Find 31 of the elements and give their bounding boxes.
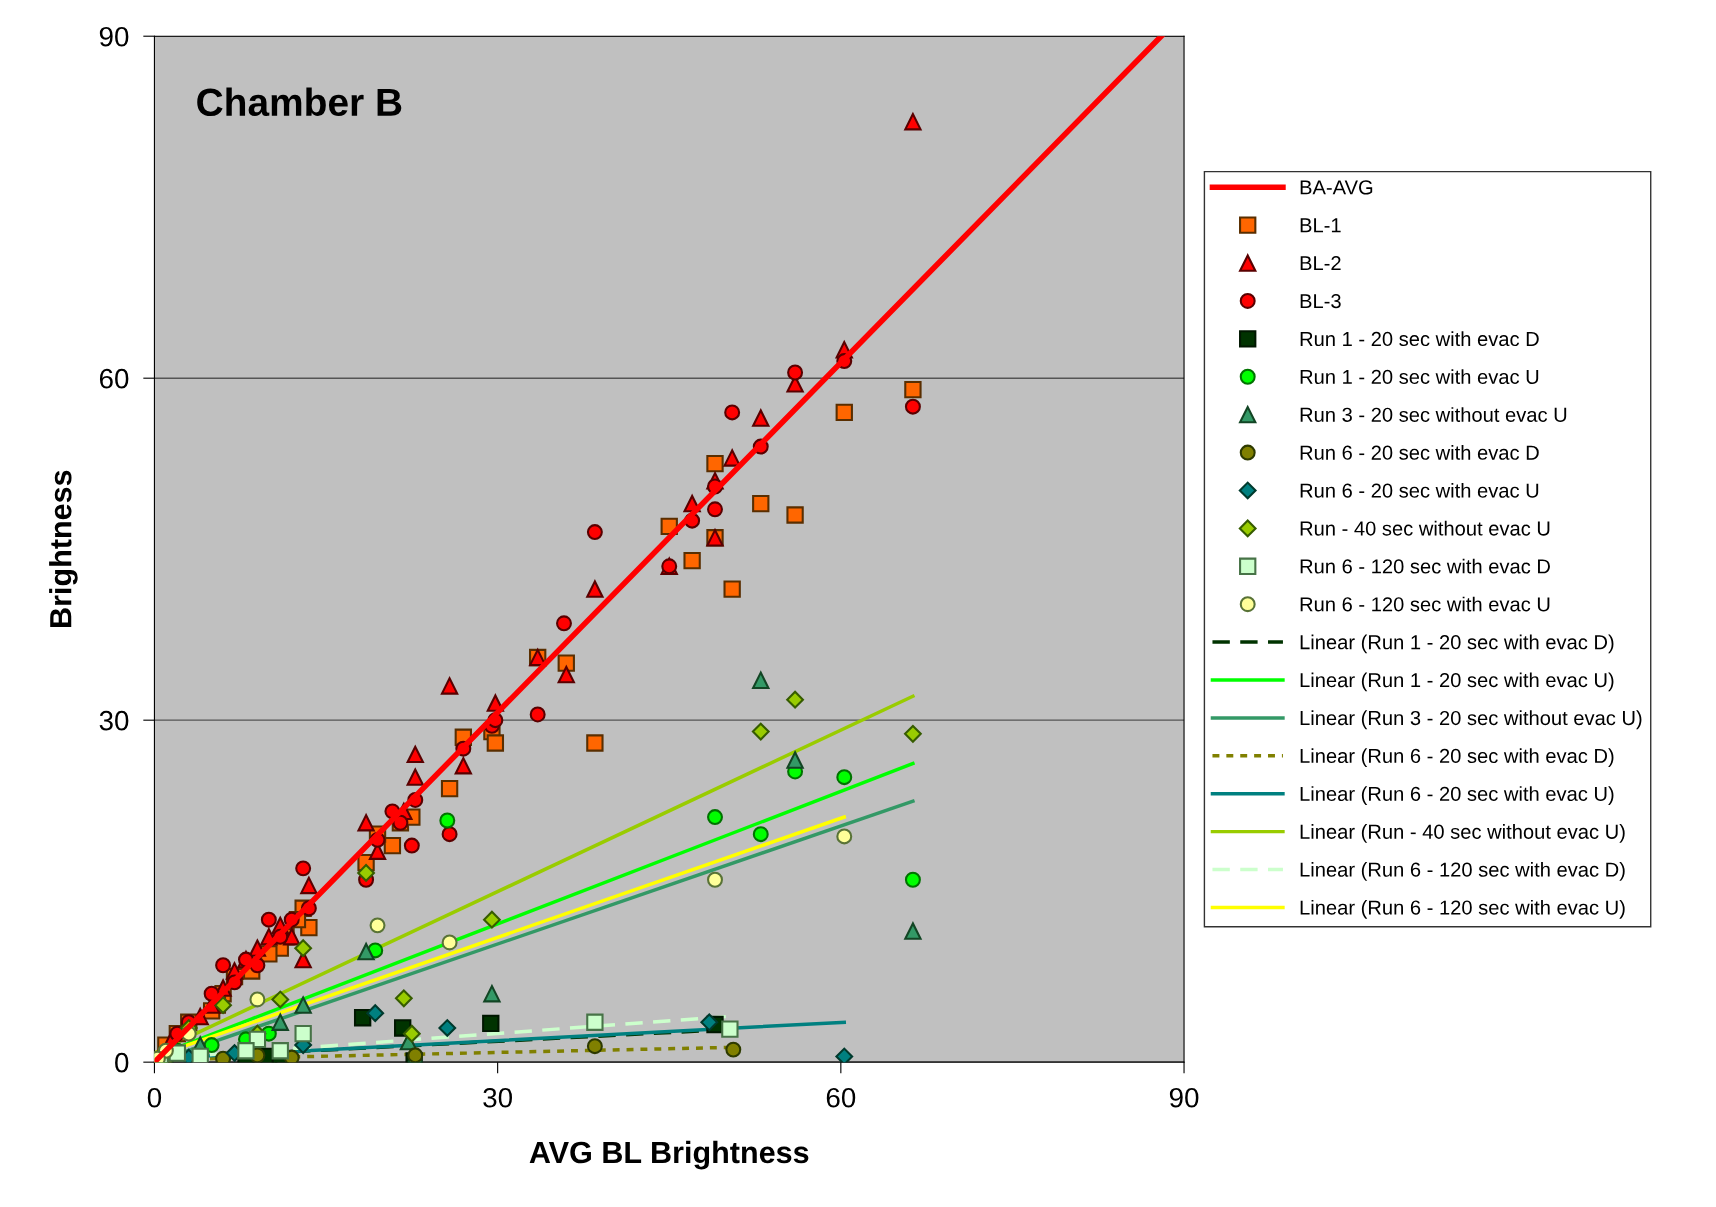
legend-label: Linear (Run 6 - 120 sec with evac U) [1300,899,1625,919]
legend-label: BL-1 [1300,218,1341,233]
y-tick-label: 30 [99,710,129,731]
x-tick-label: 30 [483,1087,512,1108]
text: Chamber B [197,87,402,117]
x-tick-label: 0 [147,1087,162,1108]
legend-label: Linear (Run 3 - 20 sec without evac U) [1300,710,1642,730]
y-tick-label: 90 [99,26,129,47]
legend-label: Run - 40 sec without evac U [1300,520,1550,536]
legend-label: Run 6 - 120 sec with evac U [1300,596,1550,612]
x-axis-title: AVG BL Brightness [529,1140,809,1170]
legend-label: Linear (Run 6 - 20 sec with evac U) [1300,786,1614,805]
y-axis-title: Brightness [49,470,78,627]
legend-label: Linear (Run 1 - 20 sec with evac U) [1300,672,1614,692]
legend-label: Run 1 - 20 sec with evac U [1300,369,1539,385]
legend-label: BA-AVG [1300,180,1373,195]
legend-label: Linear (Run - 40 sec without evac U) [1300,824,1625,843]
legend-label: Linear (Run 6 - 20 sec with evac D) [1300,748,1614,768]
y-tick-label: 0 [115,1052,129,1073]
y-tick-label: 60 [99,368,129,389]
legend-label: Run 6 - 20 sec with evac D [1300,445,1539,460]
legend-label: Linear (Run 1 - 20 sec with evac D) [1300,634,1614,654]
x-tick-label: 90 [1169,1087,1199,1108]
legend-label: Run 6 - 20 sec with evac U [1300,482,1539,498]
legend-label: BL-3 [1300,293,1341,309]
legend-label: Run 6 - 120 sec with evac D [1300,558,1550,574]
legend-label: Linear (Run 6 - 120 sec with evac D) [1300,861,1625,881]
x-tick-label: 60 [826,1087,856,1108]
legend-label: BL-2 [1300,256,1341,271]
legend-label: Run 3 - 20 sec without evac U [1300,407,1567,422]
legend-label: Run 1 - 20 sec with evac D [1300,331,1539,347]
